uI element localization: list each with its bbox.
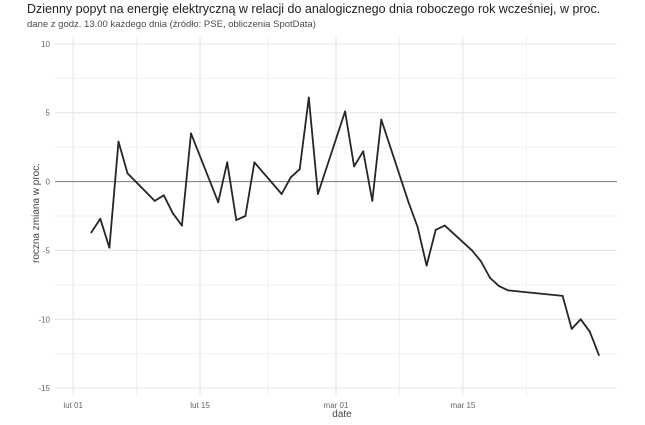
data-points [90, 96, 600, 356]
data-point [99, 217, 102, 220]
data-point [344, 110, 346, 113]
y-tick-label: -15 [38, 384, 50, 393]
data-point [480, 260, 482, 263]
data-point [380, 118, 383, 121]
data-point [471, 249, 473, 252]
y-tick-label: 0 [46, 178, 51, 187]
data-point [416, 226, 419, 228]
data-point [253, 161, 256, 164]
data-point [171, 212, 174, 215]
chart-title: Dzienny popyt na energię elektryczną w r… [27, 2, 600, 16]
y-tick-label: -10 [38, 315, 50, 324]
data-point [181, 224, 183, 227]
data-point [153, 199, 156, 202]
data-point [588, 330, 591, 333]
y-axis-ticks: 10 5 0 -5 -10 -15 [38, 40, 50, 393]
chart-subtitle: dane z godz. 13.00 każdego dnia (źródło:… [27, 19, 316, 30]
data-point [226, 161, 229, 164]
data-point [425, 264, 428, 267]
data-point [289, 176, 292, 179]
data-point [434, 228, 437, 231]
data-point [90, 231, 93, 234]
y-tick-label: 5 [46, 109, 51, 118]
data-point [407, 201, 410, 204]
data-point [534, 292, 537, 295]
data-point [307, 96, 310, 99]
data-point [244, 215, 247, 217]
data-point [353, 165, 356, 168]
data-point [498, 285, 501, 288]
data-point [371, 199, 374, 202]
data-point [190, 132, 192, 135]
data-point [117, 140, 120, 143]
x-tick-label: mar 15 [450, 401, 475, 410]
x-axis-ticks: lut 01 lut 15 mar 01 mar 15 [63, 401, 476, 410]
series-line [90, 96, 600, 356]
data-point [579, 318, 582, 321]
data-point [561, 294, 564, 297]
data-point [570, 328, 573, 330]
data-point [162, 194, 165, 197]
y-axis-label: roczna zmiana w proc. [31, 163, 42, 263]
data-point [443, 224, 446, 227]
x-tick-label: mar 01 [324, 401, 349, 410]
x-tick-label: lut 01 [63, 401, 83, 410]
data-point [108, 246, 111, 249]
y-tick-label: -5 [43, 246, 51, 255]
data-point [217, 201, 220, 204]
x-axis-label: date [332, 409, 352, 420]
data-point [507, 289, 510, 292]
data-point [597, 354, 600, 356]
data-point [316, 193, 319, 195]
y-tick-label: 10 [41, 40, 50, 49]
data-point [235, 219, 238, 222]
data-point [298, 168, 301, 171]
data-point [489, 277, 491, 279]
grid [55, 37, 617, 395]
x-tick-label: lut 15 [190, 401, 210, 410]
data-point [362, 150, 365, 153]
data-point [280, 193, 283, 195]
data-point [126, 172, 129, 175]
